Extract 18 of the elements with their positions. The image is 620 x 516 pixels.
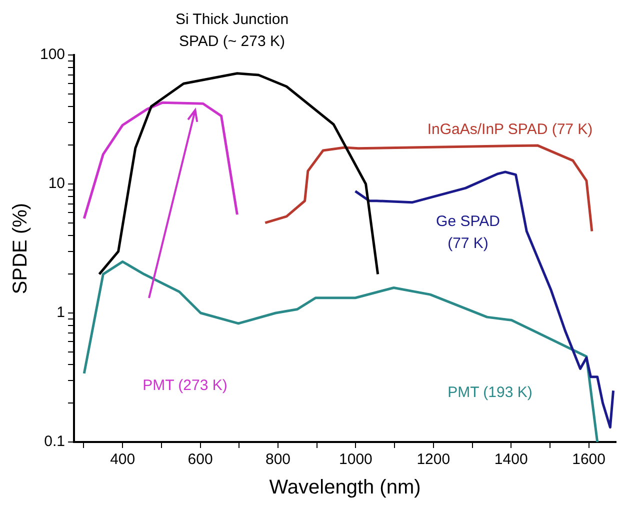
series-label: InGaAs/InP SPAD (77 K) [427,121,593,138]
y-tick-label: 10 [48,175,66,192]
text: PMT (273 K) [142,377,228,394]
x-tick-label: 1200 [416,451,450,468]
y-tick-label: 0.1 [44,433,66,450]
x-tick-label: 600 [188,451,213,468]
x-tick-label: 400 [110,451,136,468]
series-label: Ge SPAD (77 K) [436,213,500,252]
x-tick-label: 1000 [339,451,372,468]
y-axis-title: SPDE (%) [10,202,32,294]
y-tick-label: 1 [56,304,66,322]
x-tick-label: 1400 [494,451,528,468]
x-tick-label: 1600 [572,451,606,468]
text: PMT (193 K) [448,384,532,402]
y-tick-label: 100 [40,46,66,64]
text: Si Thick Junction SPAD (~ 273 K) [175,11,289,50]
x-axis-title: Wavelength (nm) [269,476,421,499]
x-tick-label: 800 [265,451,291,468]
